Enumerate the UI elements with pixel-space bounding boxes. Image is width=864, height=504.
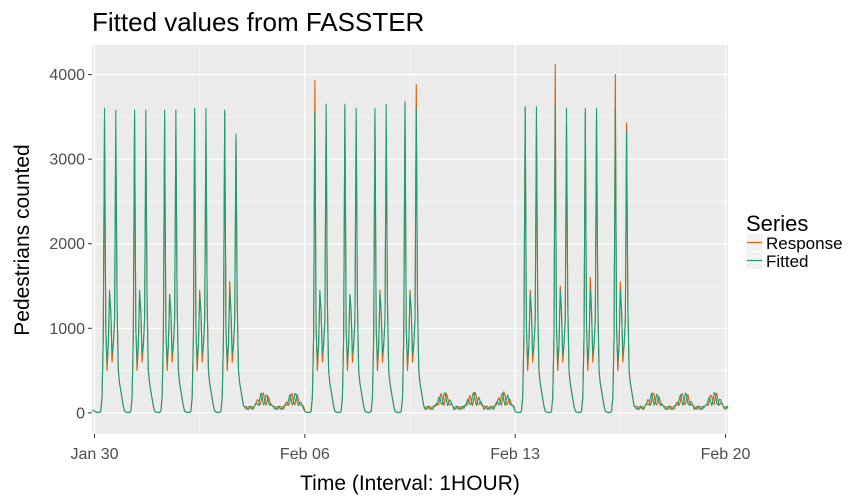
legend-label-response: Response [766, 234, 843, 253]
x-axis-title: Time (Interval: 1HOUR) [300, 472, 520, 495]
y-tick-label: 3000 [49, 152, 85, 169]
series-line-fitted [92, 103, 729, 413]
axes: 0 1000 2000 3000 4000 Jan 30 Feb 06 Feb 13 Feb 2… [49, 67, 750, 463]
gridlines [92, 45, 728, 434]
y-axis-title: Pedestrians counted [11, 144, 34, 335]
chart-title: Fitted values from FASSTER [92, 7, 424, 37]
x-tick-label: Jan 30 [70, 446, 118, 463]
x-tick-label: Feb 06 [280, 446, 330, 463]
legend: Series Response Fitted [746, 211, 843, 271]
y-tick-label: 0 [76, 405, 85, 422]
series-layer [92, 63, 729, 413]
x-tick-label: Feb 13 [490, 446, 540, 463]
y-tick-label: 1000 [49, 321, 85, 338]
x-tick-label: Feb 20 [701, 446, 751, 463]
legend-title: Series [746, 211, 808, 236]
y-tick-label: 2000 [49, 236, 85, 253]
legend-label-fitted: Fitted [766, 252, 809, 271]
y-tick-label: 4000 [49, 67, 85, 84]
